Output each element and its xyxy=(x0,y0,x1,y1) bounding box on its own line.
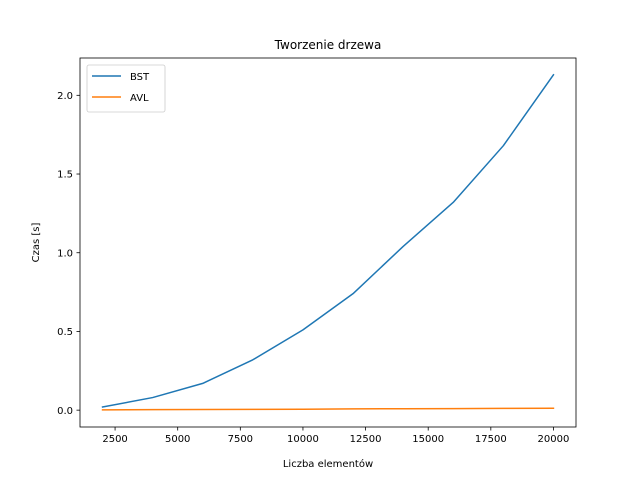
y-axis-label: Czas [s] xyxy=(31,223,42,263)
series-line-bst xyxy=(101,73,555,408)
y-tick-label: 1.0 xyxy=(57,248,73,259)
chart-title: Tworzenie drzewa xyxy=(274,38,382,52)
x-tick-label: 20000 xyxy=(538,434,570,445)
legend-label-avl: AVL xyxy=(130,93,149,104)
legend-box xyxy=(86,64,166,113)
x-tick-label: 12500 xyxy=(350,434,382,445)
y-tick-label: 0.0 xyxy=(57,406,73,417)
axes-frame xyxy=(79,57,577,428)
plot-area xyxy=(79,57,577,428)
x-axis-label: Liczba elementów xyxy=(283,458,373,470)
x-tick-label: 5000 xyxy=(165,434,190,445)
legend-label-bst: BST xyxy=(130,72,150,83)
x-tick-label: 2500 xyxy=(102,434,127,445)
legend: BST AVL xyxy=(86,64,166,113)
x-tick-label: 17500 xyxy=(475,434,507,445)
y-axis: 0.0 0.5 1.0 1.5 2.0 xyxy=(57,91,80,417)
series-line-avl xyxy=(101,407,555,411)
series-layer xyxy=(101,73,555,411)
y-tick-label: 0.5 xyxy=(57,327,73,338)
y-tick-label: 2.0 xyxy=(57,91,73,102)
x-axis: 2500 5000 7500 10000 12500 15000 17500 20000 xyxy=(102,427,569,445)
x-tick-label: 7500 xyxy=(228,434,253,445)
y-tick-label: 1.5 xyxy=(57,170,73,181)
x-tick-label: 10000 xyxy=(287,434,319,445)
x-tick-label: 15000 xyxy=(412,434,444,445)
